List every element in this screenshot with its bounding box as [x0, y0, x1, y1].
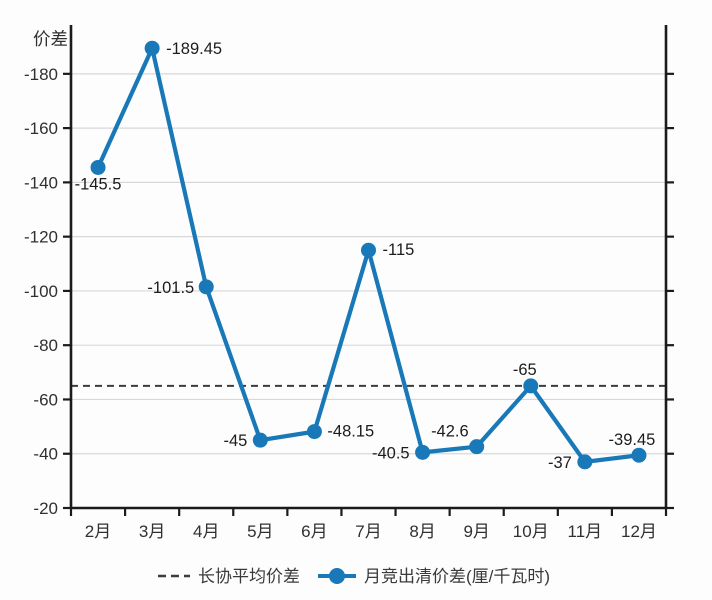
x-tick-label-6月: 6月	[301, 522, 327, 541]
legend-marker-swatch	[329, 568, 345, 584]
data-label-6月: -48.15	[327, 423, 374, 441]
x-tick-label-12月: 12月	[621, 522, 657, 541]
data-label-12月: -39.45	[609, 431, 656, 449]
y-tick-label: -180	[24, 65, 58, 84]
y-tick-label: -140	[24, 173, 58, 192]
data-point-4月	[198, 279, 214, 295]
data-point-3月	[144, 40, 160, 56]
y-axis-title: 价差	[33, 29, 68, 49]
data-label-8月: -40.5	[372, 444, 410, 462]
data-point-9月	[469, 439, 485, 455]
data-point-12月	[631, 447, 647, 463]
data-point-8月	[415, 444, 431, 460]
data-label-3月: -189.45	[166, 40, 222, 58]
data-point-11月	[577, 454, 593, 470]
data-point-10月	[523, 378, 539, 394]
data-point-2月	[90, 159, 106, 175]
x-tick-label-11月: 11月	[568, 522, 603, 541]
data-label-5月: -45	[223, 432, 247, 450]
data-label-7月: -115	[383, 241, 415, 259]
x-tick-label-4月: 4月	[193, 522, 219, 541]
data-label-11月: -37	[548, 454, 572, 472]
data-label-2月: -145.5	[75, 175, 122, 193]
legend-label-average: 长协平均价差	[198, 567, 300, 586]
y-tick-label: -100	[24, 282, 58, 301]
data-label-10月: -65	[513, 361, 537, 379]
x-tick-label-5月: 5月	[247, 522, 273, 541]
y-tick-label: -160	[24, 119, 58, 138]
x-tick-label-7月: 7月	[355, 522, 381, 541]
y-tick-label: -80	[33, 336, 58, 355]
x-tick-label-9月: 9月	[463, 522, 489, 541]
y-tick-label: -20	[33, 499, 58, 518]
x-tick-label-2月: 2月	[85, 522, 111, 541]
data-label-9月: -42.6	[431, 423, 469, 441]
x-tick-label-8月: 8月	[409, 522, 435, 541]
data-point-5月	[252, 432, 268, 448]
x-tick-label-3月: 3月	[139, 522, 165, 541]
y-tick-label: -60	[33, 390, 58, 409]
y-tick-label: -40	[33, 445, 58, 464]
data-point-6月	[306, 424, 322, 440]
legend-label-monthly-clearing: 月竞出清价差(厘/千瓦时)	[364, 567, 550, 586]
y-tick-label: -120	[24, 228, 58, 247]
data-point-7月	[361, 242, 376, 258]
x-tick-label-10月: 10月	[513, 522, 549, 541]
data-label-4月: -101.5	[147, 279, 194, 297]
